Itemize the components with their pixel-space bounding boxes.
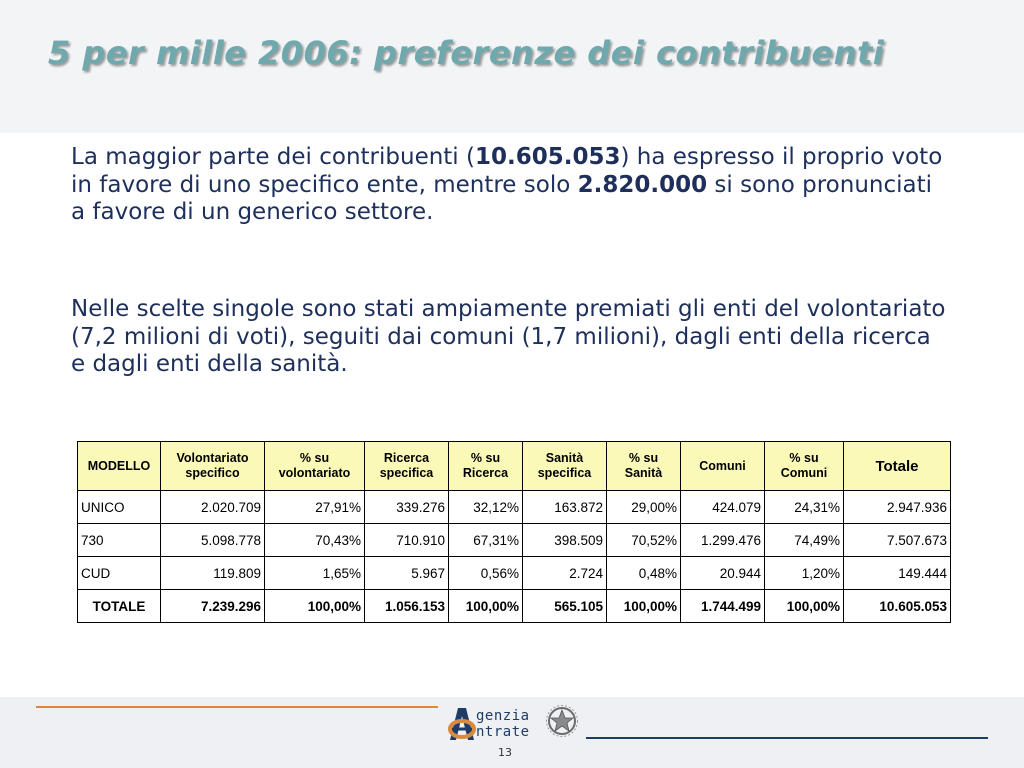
- paragraph-details: Nelle scelte singole sono stati ampiamen…: [71, 296, 946, 377]
- paragraph-text: La maggior parte dei contribuenti (: [71, 144, 475, 170]
- specific-count: 10.605.053: [474, 144, 621, 170]
- cell: 1.056.153: [364, 589, 449, 623]
- cell: 100,00%: [764, 589, 844, 623]
- footer-divider-right: [586, 737, 988, 739]
- cell: 149.444: [843, 556, 951, 590]
- cell: 7.239.296: [160, 589, 265, 623]
- cell: 339.276: [364, 490, 449, 524]
- cell: 32,12%: [448, 490, 523, 524]
- table-row: 730 5.098.778 70,43% 710.910 67,31% 398.…: [77, 523, 951, 557]
- cell: 424.079: [680, 490, 765, 524]
- cell: 2.947.936: [843, 490, 951, 524]
- cell: 7.507.673: [843, 523, 951, 557]
- cell-modello: 730: [77, 523, 161, 557]
- cell: 27,91%: [264, 490, 365, 524]
- col-header-modello: MODELLO: [77, 441, 161, 491]
- paragraph-text: si sono pronunciati a favore di un gener…: [71, 171, 933, 226]
- cell: 74,49%: [764, 523, 844, 557]
- header-band: [0, 0, 1024, 133]
- paragraph-summary: La maggior parte dei contribuenti (10.60…: [71, 144, 951, 227]
- cell: 29,00%: [606, 490, 681, 524]
- table-row: CUD 119.809 1,65% 5.967 0,56% 2.724 0,48…: [77, 556, 951, 590]
- cell: 100,00%: [264, 589, 365, 623]
- cell: 70,52%: [606, 523, 681, 557]
- cell: 2.724: [522, 556, 607, 590]
- page-title: 5 per mille 2006: preferenze dei contrib…: [48, 34, 885, 72]
- table-total-row: TOTALE 7.239.296 100,00% 1.056.153 100,0…: [77, 589, 951, 623]
- cell: 2.020.709: [160, 490, 265, 524]
- cell-total-label: TOTALE: [77, 589, 161, 623]
- cell: 5.967: [364, 556, 449, 590]
- cell: 565.105: [522, 589, 607, 623]
- cell: 398.509: [522, 523, 607, 557]
- col-header-volontariato: Volontariato specifico: [160, 441, 265, 491]
- cell-modello: UNICO: [77, 490, 161, 524]
- cell: 70,43%: [264, 523, 365, 557]
- footer-band: [0, 697, 1024, 768]
- cell: 10.605.053: [843, 589, 951, 623]
- col-header-ricerca: Ricerca specifica: [364, 441, 449, 491]
- cell: 1.744.499: [680, 589, 765, 623]
- cell: 1.299.476: [680, 523, 765, 557]
- logo-mark-icon: [448, 708, 476, 740]
- col-header-pct-ricerca: % su Ricerca: [448, 441, 523, 491]
- col-header-comuni: Comuni: [680, 441, 765, 491]
- col-header-pct-comuni: % su Comuni: [764, 441, 844, 491]
- cell: 710.910: [364, 523, 449, 557]
- cell: 0,48%: [606, 556, 681, 590]
- col-header-pct-volontariato: % su volontariato: [264, 441, 365, 491]
- paragraph-text: ) ha espresso il proprio voto in favore …: [71, 144, 943, 198]
- col-header-totale: Totale: [843, 441, 951, 491]
- footer-divider-left: [36, 706, 438, 708]
- cell: 119.809: [160, 556, 265, 590]
- cell: 1,20%: [764, 556, 844, 590]
- page-number: 13: [498, 746, 512, 759]
- preferences-table: MODELLO Volontariato specifico % su volo…: [77, 441, 951, 623]
- cell: 1,65%: [264, 556, 365, 590]
- cell: 100,00%: [606, 589, 681, 623]
- cell: 100,00%: [448, 589, 523, 623]
- cell: 0,56%: [448, 556, 523, 590]
- cell: 20.944: [680, 556, 765, 590]
- table-row: UNICO 2.020.709 27,91% 339.276 32,12% 16…: [77, 490, 951, 524]
- generic-count: 2.820.000: [577, 171, 708, 198]
- emblem-icon: [546, 705, 578, 737]
- logo-text-line2: ntrate: [476, 724, 530, 740]
- cell-modello: CUD: [77, 556, 161, 590]
- cell: 5.098.778: [160, 523, 265, 557]
- cell: 67,31%: [448, 523, 523, 557]
- agenzia-entrate-logo: genzia ntrate: [444, 700, 584, 746]
- cell: 24,31%: [764, 490, 844, 524]
- cell: 163.872: [522, 490, 607, 524]
- logo-text-line1: genzia: [476, 708, 530, 724]
- table-header-row: MODELLO Volontariato specifico % su volo…: [77, 441, 951, 491]
- col-header-pct-sanita: % su Sanità: [606, 441, 681, 491]
- col-header-sanita: Sanità specifica: [522, 441, 607, 491]
